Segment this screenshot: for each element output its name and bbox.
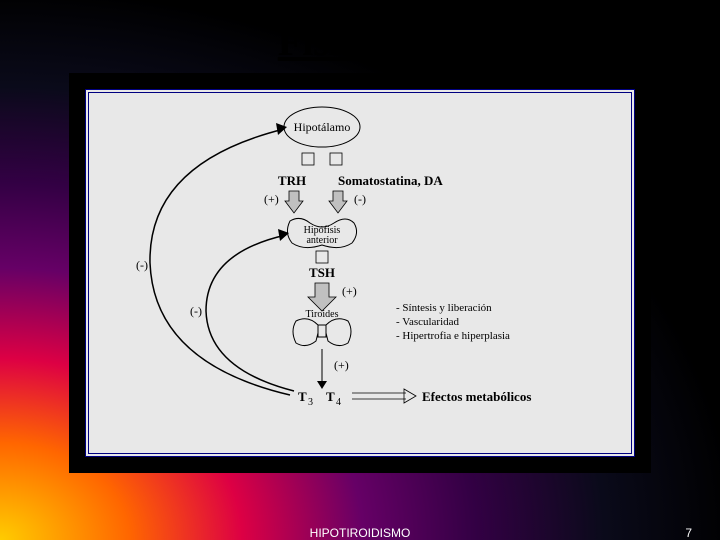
effects-arrow — [352, 389, 416, 403]
t4-label: T 4 — [326, 389, 341, 408]
physiology-diagram: Hipotálamo TRH Somatostatina, DA (+) (-) — [89, 93, 631, 453]
somato-arrow — [329, 191, 347, 213]
trh-label: TRH — [278, 173, 306, 188]
pituitary-label-bottom: anterior — [306, 235, 338, 246]
svg-text:T: T — [298, 389, 307, 404]
somato-sign: (-) — [354, 192, 366, 206]
trh-sign: (+) — [264, 192, 279, 206]
box-right — [330, 153, 342, 165]
hypothalamus-label: Hipotálamo — [294, 120, 351, 134]
feedback-outer-sign: (-) — [136, 258, 148, 272]
tsh-label: TSH — [309, 265, 335, 280]
bullet-2: - Hipertrofia e hiperplasia — [396, 330, 510, 342]
page-title: Fisiología — [278, 18, 442, 65]
box-left — [302, 153, 314, 165]
feedback-outer — [150, 129, 290, 395]
feedback-inner-sign: (-) — [190, 304, 202, 318]
svg-text:T: T — [326, 389, 335, 404]
trh-arrow — [285, 191, 303, 213]
svg-text:3: 3 — [308, 397, 313, 408]
thyroid-down-sign: (+) — [334, 358, 349, 372]
diagram-panel: Hipotálamo TRH Somatostatina, DA (+) (-) — [69, 73, 651, 473]
diagram-frame: Hipotálamo TRH Somatostatina, DA (+) (-) — [85, 89, 635, 457]
slide-content: Fisiología Hipotálamo TRH Somatostatina,… — [0, 0, 720, 540]
tsh-sign: (+) — [342, 284, 357, 298]
effects-label: Efectos metabólicos — [422, 389, 531, 404]
box-tsh — [316, 251, 328, 263]
thyroid-node — [293, 319, 351, 346]
t3-label: T 3 — [298, 389, 313, 408]
tsh-arrow — [308, 283, 336, 311]
somatostatin-label: Somatostatina, DA — [338, 173, 443, 188]
footer-page-number: 7 — [685, 526, 692, 540]
thyroid-label: Tiroides — [306, 309, 339, 320]
svg-text:4: 4 — [336, 397, 341, 408]
footer-center: HIPOTIROIDISMO — [310, 526, 411, 540]
bullet-0: - Síntesis y liberación — [396, 302, 492, 314]
feedback-inner — [206, 235, 294, 391]
bullet-1: - Vascularidad — [396, 316, 460, 328]
thyroid-down-head — [317, 381, 327, 389]
